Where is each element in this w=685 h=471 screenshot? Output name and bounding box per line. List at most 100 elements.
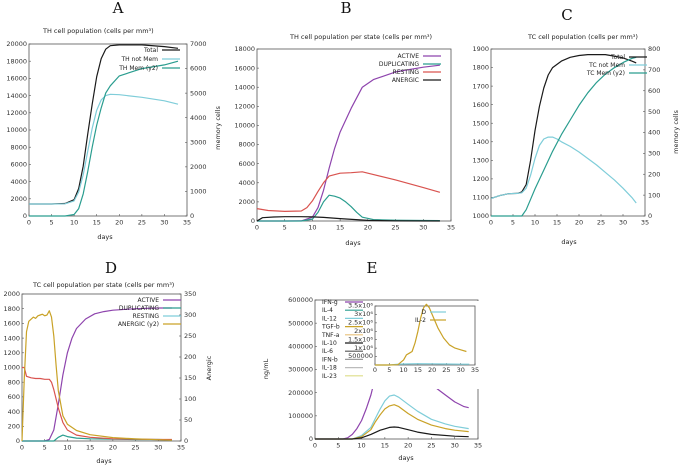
panel-a-series <box>29 44 179 217</box>
e-inset-y-tick-label: 2.5x10⁶ <box>348 319 373 327</box>
e-inset-y-tick-label: 500000 <box>348 352 373 360</box>
panel-a-legend: Total TH not Mem TH Mem (y2) <box>118 47 180 72</box>
panel-e-legend-label-il-4: IL-4 <box>322 307 333 314</box>
c-y2-tick-label: 500 <box>648 108 660 116</box>
b-y-tick-label: 6000 <box>238 160 255 168</box>
panel-a-legend-label-th-mem: TH Mem (y2) <box>118 65 158 72</box>
panel-a-xlabel: days <box>97 233 113 241</box>
c-y-tick-label: 1800 <box>472 64 489 72</box>
panel-e-inset-axes: 0 5 10 15 20 25 30 35 5000001x10⁶1.5x10⁶2x10⁶2.5… <box>348 302 479 374</box>
panel-e-legend-label-il-23: IL-23 <box>322 373 337 380</box>
b-series-resting <box>256 171 441 212</box>
panel-b-legend-label-anergic: ANERGIC <box>392 77 419 84</box>
e-inset-x-tick-label: 30 <box>457 366 465 374</box>
panel-d-legend-label-duplicating: DUPLICATING <box>119 305 159 312</box>
a-plot-frame <box>28 43 188 217</box>
e-inset-y-tick-label: 1x10⁶ <box>354 344 373 352</box>
b-series-anergic <box>256 216 440 222</box>
a-y2-tick-label: 2000 <box>190 163 207 171</box>
b-y-tick-label: 16000 <box>234 64 255 72</box>
panel-e-xlabel: days <box>398 454 414 462</box>
panel-e-ylabel: ng/mL <box>262 358 270 379</box>
b-y-tick-label: 0 <box>251 217 255 225</box>
panel-d-legend: ACTIVE DUPLICATING RESTING ANERGIC (y2) <box>118 297 181 328</box>
b-y-tick-label: 14000 <box>234 83 255 91</box>
d-y2-tick-label: 0 <box>184 437 188 445</box>
e-inset-y-tick-label: 1.5x10⁶ <box>348 335 373 343</box>
panel-c-legend-label-tc-mem: TC Mem (y2) <box>586 70 625 77</box>
panel-d-legend-item-duplicating: DUPLICATING <box>119 305 181 312</box>
e-inset-x-tick-label: 5 <box>387 366 391 374</box>
panel-d-xlabel: days <box>96 457 112 465</box>
panel-c-axes: 0 5 10 15 20 25 30 3510001100120013001400150016… <box>472 45 660 226</box>
a-y2-tick-label: 6000 <box>190 65 207 73</box>
b-x-tick-label: 5 <box>283 224 287 232</box>
panel-b-letter: B <box>340 0 351 17</box>
a-y-tick-label: 14000 <box>6 92 27 100</box>
panel-d-series <box>21 307 172 442</box>
d-y-tick-label: 1600 <box>3 320 20 328</box>
b-y-tick-label: 12000 <box>234 103 255 111</box>
panel-c-legend-label-total: Total <box>610 54 625 61</box>
c-x-tick-label: 0 <box>489 219 493 227</box>
panel-e-legend-label-il-18: IL-18 <box>322 365 337 372</box>
panel-b: B TH cell population per state (cells pe… <box>234 0 455 247</box>
panel-e-legend-item-tnf-a: TNF-a <box>321 332 363 339</box>
d-y-tick-label: 1800 <box>3 305 20 313</box>
panel-b-legend-label-resting: RESTING <box>393 69 420 76</box>
c-y-tick-label: 1500 <box>472 119 489 127</box>
a-y-tick-label: 18000 <box>6 57 27 65</box>
d-y-tick-label: 1400 <box>3 334 20 342</box>
c-series-tc-mem <box>491 56 637 217</box>
panel-b-legend-item-duplicating: DUPLICATING <box>379 61 441 68</box>
e-inset-x-tick-label: 20 <box>428 366 436 374</box>
a-y-tick-label: 2000 <box>10 195 27 203</box>
d-y2-tick-label: 300 <box>184 311 196 319</box>
panel-e: E 0 5 10 15 20 25 30 35 0 100000 200000 300000 40000… <box>262 259 482 462</box>
d-x-tick-label: 10 <box>63 444 71 452</box>
c-series-tc-not-mem <box>490 136 637 204</box>
d-y2-tick-label: 200 <box>184 353 196 361</box>
panel-c-y2label: memory cells <box>672 109 680 153</box>
c-y2-tick-label: 300 <box>648 150 660 158</box>
e-inset-series-il-2 <box>375 303 467 366</box>
c-y2-tick-label: 0 <box>648 212 652 220</box>
d-series-anergic <box>21 310 172 442</box>
d-y-tick-label: 600 <box>8 393 20 401</box>
c-y-tick-label: 1300 <box>472 157 489 165</box>
d-y-tick-label: 2000 <box>3 290 20 298</box>
e-x-tick-label: 20 <box>404 442 412 450</box>
c-x-tick-label: 10 <box>531 219 539 227</box>
d-series-resting <box>22 366 172 441</box>
b-y-tick-label: 2000 <box>238 198 255 206</box>
e-series-tgf-b <box>315 404 469 440</box>
panel-e-legend-item-il-10: IL-10 <box>322 340 363 347</box>
d-series-active <box>22 307 172 442</box>
e-y-tick-label: 300000 <box>288 366 313 374</box>
panel-e-letter: E <box>367 259 378 277</box>
d-y2-tick-label: 100 <box>184 395 196 403</box>
b-x-tick-label: 20 <box>364 224 372 232</box>
panel-c-legend-item-tc-not-mem: TC not Mem <box>588 62 647 69</box>
panel-b-xlabel: days <box>345 239 361 247</box>
panel-b-legend-label-active: ACTIVE <box>397 53 419 60</box>
panel-a-legend-label-total: Total <box>143 47 158 54</box>
e-y-tick-label: 600000 <box>288 296 313 304</box>
panel-b-legend-label-duplicating: DUPLICATING <box>379 61 419 68</box>
d-x-tick-label: 30 <box>154 444 162 452</box>
panel-b-legend-item-resting: RESTING <box>393 69 441 76</box>
a-y2-tick-label: 1000 <box>190 188 207 196</box>
e-x-tick-label: 0 <box>313 442 317 450</box>
b-x-tick-label: 25 <box>391 224 399 232</box>
panel-e-legend-item-ifn-g: IFN-g <box>322 299 363 306</box>
e-inset-x-tick-label: 25 <box>442 366 450 374</box>
d-y-tick-label: 400 <box>8 408 20 416</box>
c-x-tick-label: 30 <box>619 219 627 227</box>
panel-e-legend-item-il-4: IL-4 <box>322 307 363 314</box>
b-x-tick-label: 30 <box>419 224 427 232</box>
c-y-tick-label: 1100 <box>472 194 489 202</box>
panel-e-legend-label-tgf-b: TGF-b <box>321 324 340 331</box>
a-y-tick-label: 0 <box>23 212 27 220</box>
